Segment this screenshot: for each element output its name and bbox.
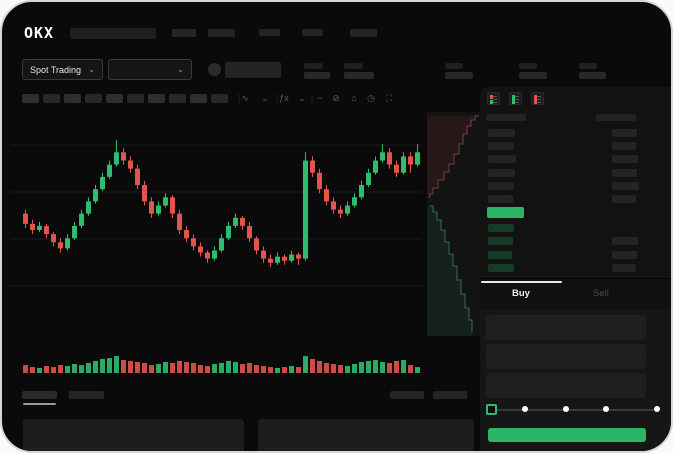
- timeframe-0[interactable]: [22, 94, 39, 103]
- ask-price-2[interactable]: [488, 155, 516, 164]
- ask-price-5[interactable]: [488, 195, 513, 203]
- amount-input[interactable]: [486, 344, 646, 369]
- ask-price-1[interactable]: [488, 142, 514, 151]
- bottom-active-tab-underline: [23, 403, 56, 405]
- depth-layout-all-icon[interactable]: [487, 92, 500, 105]
- tab-buy[interactable]: Buy: [512, 288, 530, 299]
- chevron-down-icon[interactable]: ⌄: [298, 93, 306, 103]
- indicators-icon[interactable]: ƒx: [279, 93, 289, 103]
- toolbar-separator: |: [275, 93, 279, 103]
- ask-amount-4: [612, 181, 639, 190]
- right-panel: Buy Sell: [480, 87, 671, 451]
- trade-tabbar: Buy Sell: [480, 278, 671, 310]
- nav-item-0[interactable]: [172, 29, 196, 37]
- stat-label-2: [445, 63, 463, 69]
- depth-layout-asks-icon[interactable]: [531, 92, 544, 105]
- orderbook-column-header-0: [486, 114, 526, 121]
- orderbook: [480, 87, 671, 278]
- stat-value-0: [304, 72, 330, 79]
- slider-handle[interactable]: [486, 404, 497, 415]
- ask-price-4[interactable]: [488, 181, 514, 190]
- ask-amount-5: [612, 195, 636, 203]
- bid-price-2[interactable]: [488, 250, 512, 259]
- nav-item-3[interactable]: [302, 29, 323, 36]
- timeframe-3[interactable]: [85, 94, 102, 103]
- nav-item-2[interactable]: [259, 29, 280, 36]
- orderbook-column-header-1: [596, 114, 636, 121]
- bid-price-0[interactable]: [488, 224, 514, 232]
- market-type-label: Spot Trading: [30, 64, 82, 75]
- pair-name-placeholder: [225, 62, 281, 78]
- amount-slider[interactable]: [486, 404, 660, 415]
- bottom-tab-0[interactable]: [22, 391, 57, 399]
- last-price-bar[interactable]: [487, 207, 524, 218]
- bid-price-1[interactable]: [488, 237, 513, 246]
- bid-amount-1: [612, 237, 638, 246]
- trade-form: [480, 309, 671, 451]
- total-input[interactable]: [486, 373, 646, 398]
- coin-avatar: [208, 63, 221, 76]
- timeframe-7[interactable]: [169, 94, 186, 103]
- depth-chart: [427, 115, 479, 336]
- toolbar-separator: |: [310, 93, 314, 103]
- bottom-tab-1[interactable]: [69, 391, 104, 399]
- magnet-icon[interactable]: ⊘: [332, 93, 340, 103]
- tab-sell[interactable]: Sell: [593, 288, 609, 299]
- stat-label-4: [579, 63, 597, 69]
- ask-price-0[interactable]: [488, 129, 515, 137]
- candlestick-chart[interactable]: [10, 110, 480, 388]
- chevron-down-icon: ⌄: [88, 64, 95, 74]
- bottom-action-0[interactable]: [390, 391, 424, 399]
- stat-label-0: [304, 63, 323, 69]
- timeframe-6[interactable]: [148, 94, 165, 103]
- market-type-selector[interactable]: Spot Trading ⌄: [22, 59, 103, 80]
- pair-dropdown[interactable]: ⌄: [108, 59, 192, 80]
- nav-item-1[interactable]: [208, 29, 235, 37]
- stat-value-2: [445, 72, 473, 79]
- timeframe-9[interactable]: [211, 94, 228, 103]
- search-input[interactable]: [70, 28, 156, 39]
- timeframe-4[interactable]: [106, 94, 123, 103]
- stat-value-3: [519, 72, 547, 79]
- active-tab-indicator: [481, 281, 562, 283]
- bid-amount-3: [612, 264, 636, 273]
- stat-label-3: [519, 63, 537, 69]
- slider-stop-4[interactable]: [654, 406, 660, 412]
- chevron-down-icon: ⌄: [177, 64, 184, 74]
- timeframe-8[interactable]: [190, 94, 207, 103]
- slider-stop-2[interactable]: [563, 406, 569, 412]
- ask-price-3[interactable]: [488, 168, 515, 177]
- timeframe-5[interactable]: [127, 94, 144, 103]
- slider-stop-1[interactable]: [522, 406, 528, 412]
- nav-item-4[interactable]: [350, 29, 377, 37]
- fullscreen-icon[interactable]: ⛶: [385, 93, 393, 103]
- drawing-tools-icon[interactable]: ~: [317, 93, 323, 103]
- bid-price-3[interactable]: [488, 264, 514, 273]
- ask-amount-0: [612, 129, 637, 137]
- bid-amount-2: [612, 250, 637, 259]
- buy-button[interactable]: [488, 428, 646, 442]
- stat-value-4: [579, 72, 606, 79]
- okx-logo: OKX: [24, 24, 55, 42]
- depth-layout-bids-icon[interactable]: [509, 92, 522, 105]
- ask-amount-3: [612, 168, 637, 177]
- ask-amount-2: [612, 155, 638, 164]
- stat-value-1: [344, 72, 374, 79]
- ask-amount-1: [612, 142, 636, 151]
- price-input[interactable]: [486, 315, 646, 340]
- bottom-panel-1: [258, 419, 474, 451]
- chevron-down-icon[interactable]: ⌄: [261, 93, 269, 103]
- camera-icon[interactable]: ⌂: [351, 93, 357, 103]
- timeframe-1[interactable]: [43, 94, 60, 103]
- depth-panel: [427, 112, 480, 336]
- bottom-panel-0: [23, 419, 244, 451]
- bottom-action-1[interactable]: [433, 391, 467, 399]
- timeframe-2[interactable]: [64, 94, 81, 103]
- slider-stop-3[interactable]: [603, 406, 609, 412]
- stat-label-1: [344, 63, 363, 69]
- candle-style-icon[interactable]: ∿: [241, 93, 249, 103]
- toolbar-separator: |: [237, 93, 241, 103]
- alert-clock-icon[interactable]: ◷: [367, 93, 375, 103]
